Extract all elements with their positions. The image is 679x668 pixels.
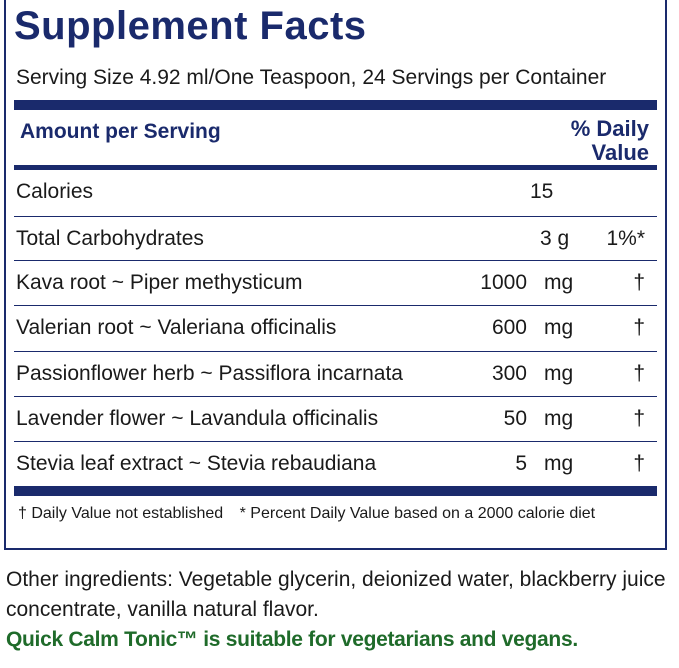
daily-value-header-line1: % Daily bbox=[570, 116, 649, 141]
daily-value-header-line2: Value bbox=[591, 140, 649, 165]
amount-per-serving-header: Amount per Serving bbox=[20, 120, 221, 143]
divider-header bbox=[14, 165, 657, 170]
footnote-percent: * Percent Daily Value based on a 2000 ca… bbox=[239, 505, 596, 522]
ingredient-row: Valerian root ~ Valeriana officinalis 60… bbox=[14, 305, 657, 350]
other-ingredients: Other ingredients: Vegetable glycerin, d… bbox=[6, 568, 666, 621]
ingredient-amount: 5 bbox=[515, 452, 527, 475]
ingredient-row: Stevia leaf extract ~ Stevia rebaudiana … bbox=[14, 441, 657, 486]
ingredient-amount: 50 bbox=[503, 407, 527, 430]
ingredient-name: Stevia leaf extract ~ Stevia rebaudiana bbox=[16, 452, 377, 475]
carbs-row: Total Carbohydrates 3 g 1%* bbox=[14, 216, 657, 261]
serving-size: Serving Size 4.92 ml/One Teaspoon, 24 Se… bbox=[16, 66, 607, 89]
ingredient-name: Valerian root ~ Valeriana officinalis bbox=[16, 316, 337, 339]
ingredient-dv: † bbox=[633, 271, 645, 294]
vegan-note: Quick Calm Tonic™ is suitable for vegeta… bbox=[6, 628, 578, 651]
calories-value: 15 bbox=[530, 180, 554, 203]
carbs-label: Total Carbohydrates bbox=[16, 227, 204, 250]
ingredient-dv: † bbox=[633, 452, 645, 475]
calories-label: Calories bbox=[16, 180, 94, 203]
ingredient-unit: mg bbox=[544, 452, 574, 475]
facts-title: Supplement Facts bbox=[14, 4, 367, 48]
ingredient-amount: 600 bbox=[491, 316, 527, 339]
ingredient-amount: 1000 bbox=[480, 271, 527, 294]
ingredient-dv: † bbox=[633, 316, 645, 339]
ingredient-unit: mg bbox=[544, 271, 574, 294]
ingredient-unit: mg bbox=[544, 407, 574, 430]
ingredient-dv: † bbox=[633, 407, 645, 430]
divider-thick-bottom bbox=[14, 486, 657, 496]
ingredient-row: Kava root ~ Piper methysticum 1000 mg † bbox=[14, 260, 657, 305]
ingredient-row: Passionflower herb ~ Passiflora incarnat… bbox=[14, 351, 657, 396]
footnotes: † Daily Value not established * Percent … bbox=[18, 505, 595, 523]
divider-thick-top bbox=[14, 100, 657, 110]
ingredient-row: Lavender flower ~ Lavandula officinalis … bbox=[14, 396, 657, 441]
carbs-amount: 3 g bbox=[540, 227, 570, 250]
footnote-dagger: † Daily Value not established bbox=[18, 505, 224, 522]
supplement-facts-panel bbox=[4, 0, 667, 550]
ingredient-dv: † bbox=[633, 362, 645, 385]
ingredient-amount: 300 bbox=[491, 362, 527, 385]
ingredient-unit: mg bbox=[544, 316, 574, 339]
ingredient-name: Lavender flower ~ Lavandula officinalis bbox=[16, 407, 379, 430]
ingredient-name: Passionflower herb ~ Passiflora incarnat… bbox=[16, 362, 403, 385]
calories-row: Calories 15 bbox=[14, 170, 657, 215]
daily-value-header: % Daily Value bbox=[571, 117, 649, 165]
ingredient-unit: mg bbox=[544, 362, 574, 385]
carbs-dv: 1%* bbox=[606, 227, 645, 250]
ingredient-name: Kava root ~ Piper methysticum bbox=[16, 271, 303, 294]
